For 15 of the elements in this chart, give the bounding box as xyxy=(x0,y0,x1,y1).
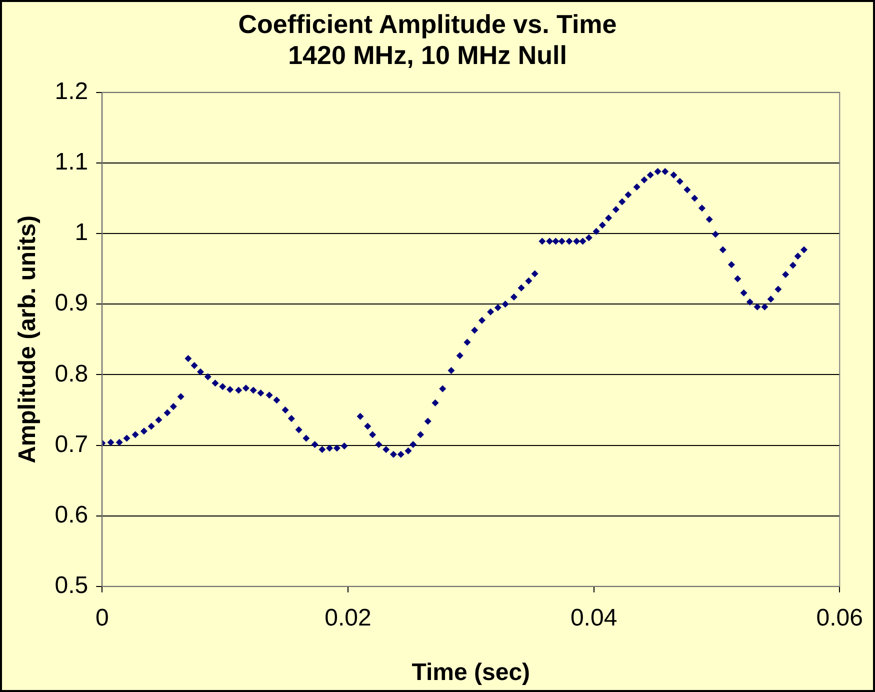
y-tick-label: 0.9 xyxy=(54,290,88,317)
x-tick-label: 0.06 xyxy=(816,604,864,632)
y-tick-label: 0.8 xyxy=(54,360,88,388)
x-axis-title: Time (sec) xyxy=(412,659,530,686)
y-tick-label: 0.5 xyxy=(54,572,88,600)
y-tick-label: 1.1 xyxy=(54,148,88,176)
x-tick-label: 0.04 xyxy=(570,604,618,632)
chart-title: Coefficient Amplitude vs. Time 1420 MHz, 10 MHz Null xyxy=(238,8,617,70)
y-tick-label: 1.2 xyxy=(54,78,88,106)
y-axis-title: Amplitude (arb. units) xyxy=(14,215,42,464)
y-tick-label: 0.6 xyxy=(54,501,88,528)
x-tick-label: 0.02 xyxy=(324,604,372,632)
y-tick-label: 0.7 xyxy=(54,430,88,458)
y-tick-label: 1 xyxy=(74,219,88,246)
x-tick-label: 0 xyxy=(95,604,109,632)
